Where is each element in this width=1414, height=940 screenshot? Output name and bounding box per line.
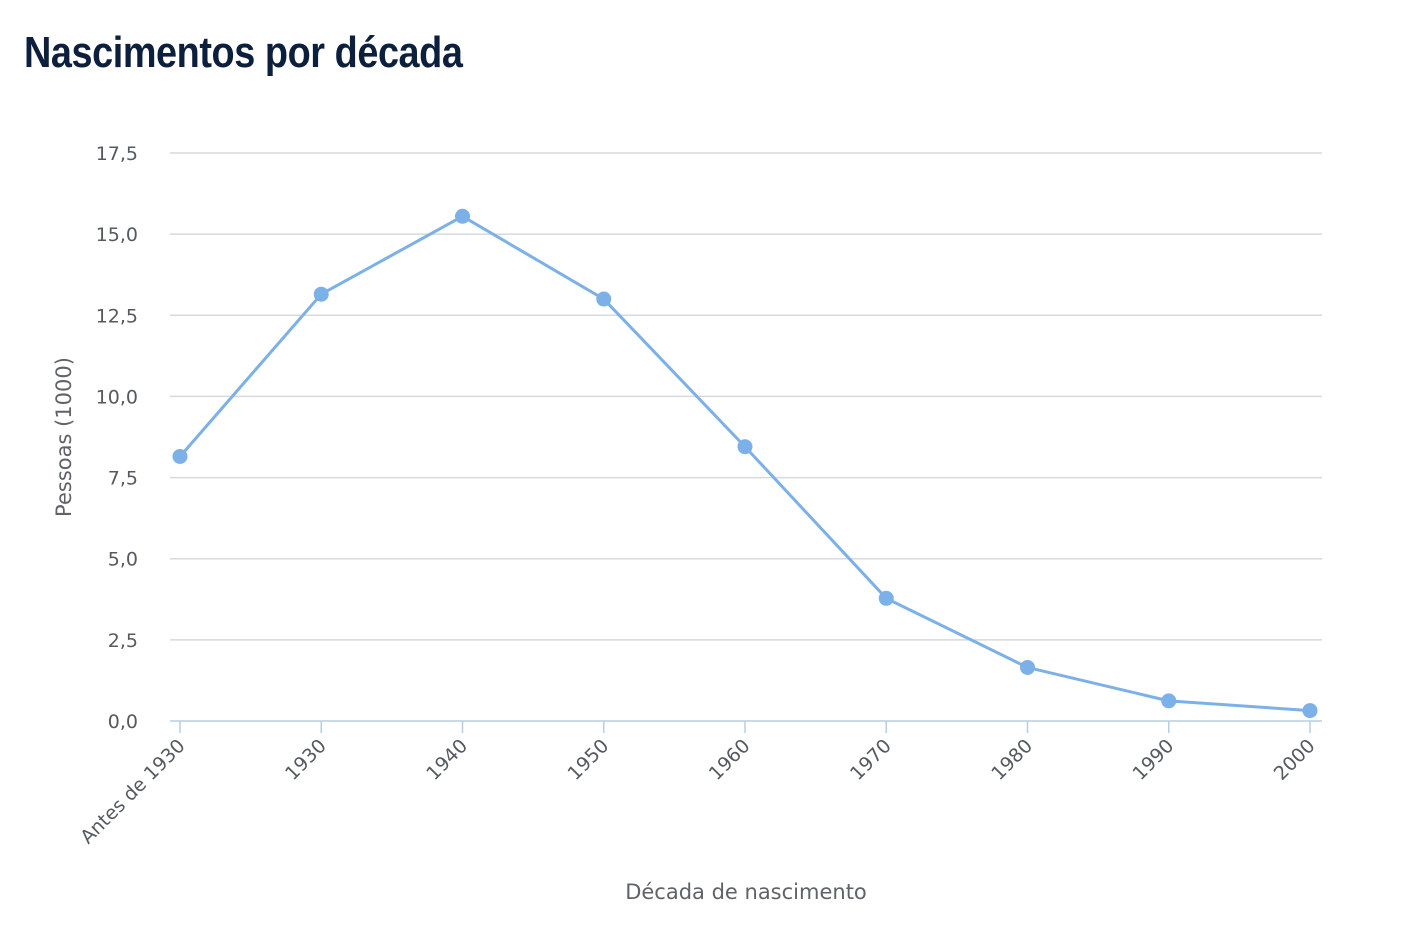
y-tick-label: 15,0 <box>96 224 138 246</box>
grid-lines <box>170 152 1322 641</box>
series-line <box>178 214 1311 713</box>
x-tick-label: 1950 <box>564 735 614 785</box>
x-tick-label: 1960 <box>705 735 755 785</box>
y-tick-label: 17,5 <box>96 143 138 165</box>
x-tick-label: 2000 <box>1270 735 1320 785</box>
data-point <box>737 439 753 455</box>
x-axis-title: Década de nascimento <box>625 880 867 904</box>
y-tick-label: 0,0 <box>108 711 138 733</box>
chart-title: Nascimentos por década <box>24 28 463 77</box>
x-tick-labels: Antes de 1930 1930 1940 1950 1960 1970 1980 199… <box>76 735 1319 848</box>
x-axis <box>170 720 1322 733</box>
x-tick-label: 1940 <box>422 735 472 785</box>
y-axis-title: Pessoas (1000) <box>52 357 76 517</box>
x-tick-label: 1930 <box>281 735 331 785</box>
data-point <box>596 291 612 307</box>
x-tick-label: 1980 <box>987 735 1037 785</box>
data-point <box>455 208 470 224</box>
data-point <box>172 448 188 464</box>
data-point <box>878 590 894 606</box>
y-tick-label: 2,5 <box>108 630 138 652</box>
y-tick-label: 5,0 <box>108 549 138 571</box>
x-tick-label: Antes de 1930 <box>76 735 189 848</box>
y-tick-labels: 0,0 2,5 5,0 7,5 10,0 12,5 15,0 17,5 <box>96 143 138 733</box>
series-group <box>172 208 1318 719</box>
y-tick-label: 7,5 <box>108 468 138 490</box>
y-tick-label: 12,5 <box>96 305 138 327</box>
data-point <box>1161 693 1177 709</box>
data-point <box>1020 659 1035 675</box>
x-tick-label: 1990 <box>1129 735 1179 785</box>
data-point <box>313 286 329 302</box>
y-tick-label: 10,0 <box>96 386 138 408</box>
data-point <box>1302 703 1318 719</box>
x-tick-label: 1970 <box>846 735 896 785</box>
